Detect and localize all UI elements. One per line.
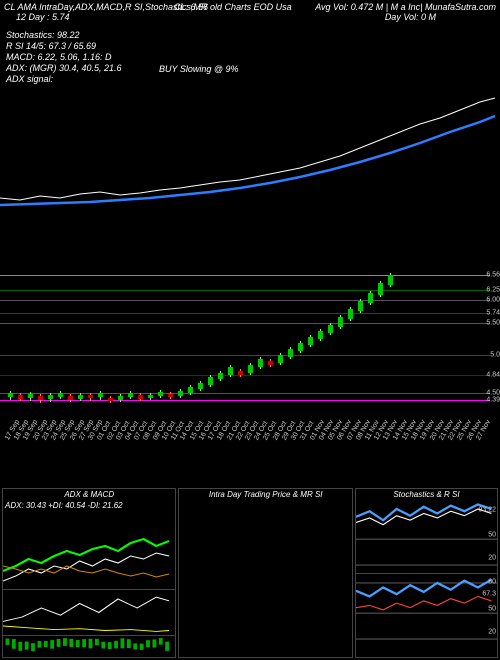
- panel-stoch-title: Stochastics & R SI: [356, 489, 497, 500]
- panel-adx-title: ADX & MACD: [3, 489, 175, 500]
- price-line-chart: [0, 80, 500, 230]
- panel-intraday: Intra Day Trading Price & MR SI: [178, 488, 352, 658]
- y-axis-label: 5.0: [490, 352, 500, 359]
- header-right: Avg Vol: 0.472 M | M a Inc| MunafaSutra.…: [315, 2, 496, 12]
- panel-stoch-rsi: Stochastics & R SI 93.225020 8067.35020: [355, 488, 498, 658]
- x-axis: 17 Sep18 Sep19 Sep20 Sep23 Sep24 Sep25 S…: [0, 423, 490, 445]
- adx-signal-value: BUY Slowing @ 9%: [159, 64, 239, 74]
- panel-intraday-title: Intra Day Trading Price & MR SI: [179, 489, 351, 500]
- close-price: CL: 6.56: [174, 2, 208, 12]
- period-line: 12 Day : 5.74: [16, 12, 70, 22]
- stat-rsi: R SI 14/5: 67.3 / 65.69: [6, 41, 122, 52]
- stat-stoch: Stochastics: 98.22: [6, 30, 122, 41]
- bottom-panels: ADX & MACD ADX: 30.43 +DI: 40.54 -DI: 21…: [2, 488, 498, 658]
- stat-adx: ADX: (MGR) 30.4, 40.5, 21.6: [6, 63, 122, 74]
- candle-chart: 6.566.256.005.745.505.04.844.504.39 17 S…: [0, 265, 500, 445]
- panel-adx-macd: ADX & MACD ADX: 30.43 +DI: 40.54 -DI: 21…: [2, 488, 176, 658]
- chart-header: CL AMA IntraDay,ADX,MACD,R SI,Stochastic…: [4, 2, 496, 72]
- adx-status: ADX: 30.43 +DI: 40.54 -DI: 21.62: [3, 500, 175, 511]
- indicator-stats: Stochastics: 98.22 R SI 14/5: 67.3 / 65.…: [6, 30, 122, 85]
- day-vol: Day Vol: 0 M: [385, 12, 436, 22]
- stat-macd: MACD: 6.22, 5.06, 1.16: D: [6, 52, 122, 63]
- source: | M a Inc| MunafaSutra.com: [386, 2, 496, 12]
- avg-vol: Avg Vol: 0.472 M: [315, 2, 383, 12]
- title-line: CL AMA IntraDay,ADX,MACD,R SI,Stochastic…: [4, 2, 292, 12]
